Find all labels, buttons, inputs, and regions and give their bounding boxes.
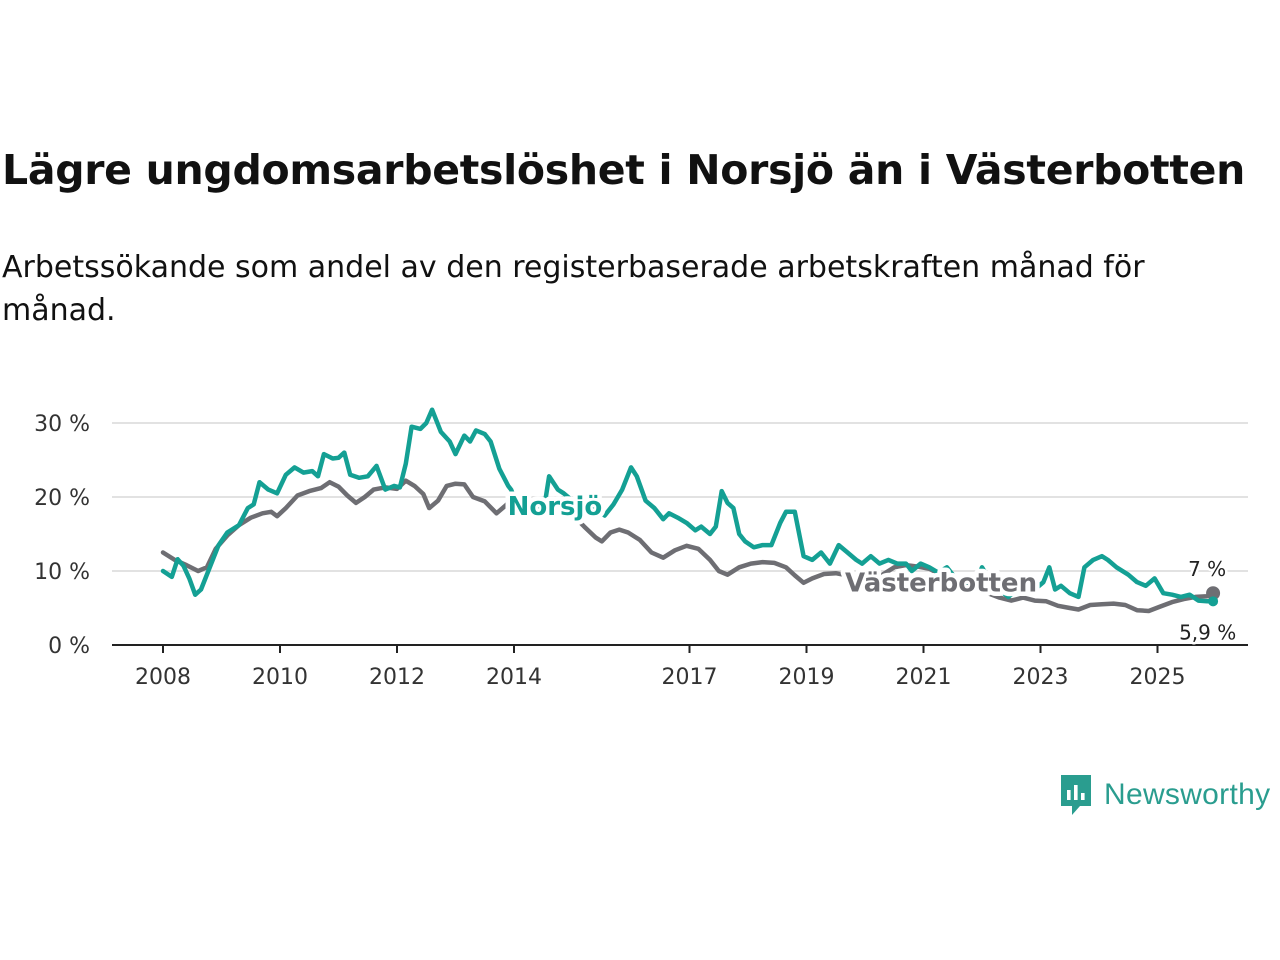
norsjo-end-value: 5,9 % [1179,620,1236,644]
grid-lines [112,422,1248,572]
axes: 0 % 10 % 20 % 30 % 2008 2010 2012 2014 2017 2019 2… [34,412,1248,690]
newsworthy-logo-icon [1061,775,1091,815]
x-tick-label: 2023 [1013,665,1069,690]
x-tick-label: 2019 [779,665,835,690]
x-tick-label: 2010 [252,665,308,690]
norsjo-end-marker [1208,596,1219,607]
y-tick-label: 0 % [48,634,90,659]
series-line-norsj-2 [859,553,1216,604]
chart-subtitle: Arbetssökande som andel av den registerb… [2,250,1145,328]
series-label-norsj: Norsjö [508,492,603,522]
y-tick-label: 20 % [34,486,90,511]
series-labels: 7 % 5,9 % Norsjö Västerbotten [503,487,1239,647]
chart-title: Lägre ungdomsarbetslöshet i Norsjö än i … [2,146,1246,194]
series-line-vsterbotten-0 [160,478,1216,614]
x-tick-label: 2008 [135,665,191,690]
y-tick-label: 30 % [34,412,90,437]
y-tick-label: 10 % [34,560,90,585]
vasterbotten-end-marker [1206,586,1221,601]
series-lines [160,407,1221,614]
x-tick-label: 2025 [1130,665,1186,690]
x-tick-label: 2012 [369,665,425,690]
x-tick-label: 2014 [486,665,542,690]
x-tick-label: 2017 [662,665,718,690]
x-tick-label: 2021 [896,665,952,690]
series-label-vsterbotten: Västerbotten [845,569,1037,599]
newsworthy-logo-text: Newsworthy [1104,778,1271,811]
line-chart: 0 % 10 % 20 % 30 % 2008 2010 2012 2014 2017 2019 2… [34,407,1248,690]
vasterbotten-end-value: 7 % [1188,557,1226,581]
series-line-norsj-1 [160,407,865,597]
newsworthy-logo[interactable]: Newsworthy [1058,772,1270,818]
